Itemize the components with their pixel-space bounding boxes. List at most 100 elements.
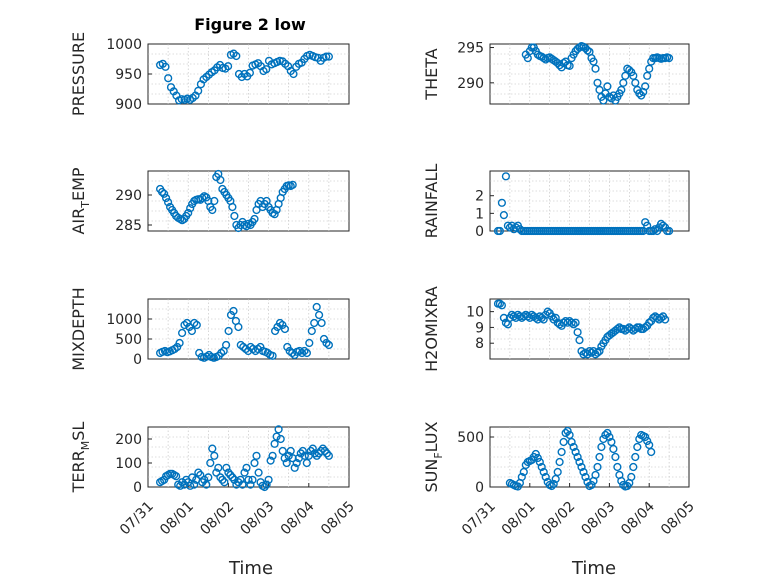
data-point xyxy=(324,451,334,460)
data-point xyxy=(195,348,204,358)
data-point xyxy=(300,451,309,460)
data-point xyxy=(645,440,654,450)
x-tick-label: 08/03 xyxy=(578,499,618,539)
y-axis-label-sub: T xyxy=(79,201,92,209)
data-point xyxy=(322,338,331,348)
subplot-4: 0 12 RAINFALL xyxy=(422,164,690,240)
data-point xyxy=(499,313,509,323)
data-point xyxy=(178,478,187,487)
data-point xyxy=(605,92,614,102)
data-point xyxy=(234,478,243,487)
data-point xyxy=(202,480,211,489)
data-point xyxy=(173,342,182,352)
data-point xyxy=(260,482,269,492)
data-point xyxy=(505,223,515,232)
data-point xyxy=(234,322,243,332)
data-point xyxy=(495,299,505,308)
data-point xyxy=(593,348,602,357)
data-point xyxy=(575,336,584,345)
data-point xyxy=(517,472,526,482)
data-point xyxy=(511,223,521,232)
data-point xyxy=(290,463,299,472)
y-tick-label: 0 xyxy=(475,480,484,496)
data-point xyxy=(641,82,650,91)
data-point xyxy=(551,474,560,484)
data-point xyxy=(297,348,307,358)
x-tick-label: 08/05 xyxy=(318,499,358,539)
data-point xyxy=(503,221,513,230)
data-point xyxy=(605,432,614,442)
y-axis-label: THETA xyxy=(422,48,441,100)
data-point xyxy=(280,454,289,463)
y-tick-label: 500 xyxy=(115,332,142,348)
series-markers xyxy=(521,41,674,105)
data-point xyxy=(660,315,670,324)
data-point xyxy=(246,480,255,489)
data-point xyxy=(230,211,239,221)
data-point xyxy=(226,470,235,480)
data-point xyxy=(559,437,568,447)
data-point xyxy=(533,453,542,463)
data-point xyxy=(228,202,237,212)
x-tick-label: 08/05 xyxy=(658,499,698,539)
subplot-5: 0 500 1000 MIXDEPTH xyxy=(69,287,350,371)
data-point xyxy=(226,310,236,320)
x-tick-label: 08/01 xyxy=(157,499,197,539)
data-point xyxy=(250,458,259,468)
data-point xyxy=(571,318,580,327)
data-point xyxy=(218,475,227,484)
data-point xyxy=(553,467,562,477)
y-axis-label-main: H2OMIXRA xyxy=(422,286,441,372)
data-point xyxy=(164,198,173,207)
data-point xyxy=(611,452,620,462)
data-point xyxy=(571,447,580,457)
y-tick-label: 1000 xyxy=(106,37,142,53)
data-point xyxy=(567,437,576,447)
data-point xyxy=(175,338,184,348)
data-point xyxy=(216,473,225,482)
data-point xyxy=(599,96,608,105)
subplot-1: 900 950 1000 PRESSURE xyxy=(69,32,350,116)
grid xyxy=(148,44,349,104)
data-point xyxy=(551,313,560,323)
data-point xyxy=(635,89,644,98)
y-axis-label-main: SUN xyxy=(422,459,441,493)
series-markers xyxy=(156,425,334,492)
data-point xyxy=(322,449,332,458)
data-point xyxy=(246,342,255,352)
subplot-2: 290 295 THETA xyxy=(422,41,690,105)
data-point xyxy=(579,350,588,359)
data-point xyxy=(531,449,540,459)
data-point xyxy=(581,472,590,482)
data-point xyxy=(593,462,602,472)
data-point xyxy=(579,467,588,477)
series-markers xyxy=(505,426,656,491)
data-point xyxy=(306,446,315,456)
data-point xyxy=(577,462,586,472)
data-point xyxy=(645,318,654,327)
data-point xyxy=(266,456,275,465)
data-point xyxy=(320,446,330,456)
grid xyxy=(490,299,689,359)
data-point xyxy=(288,348,297,358)
y-axis-label-tail: EMP xyxy=(69,167,88,201)
data-point xyxy=(162,193,171,203)
data-point xyxy=(284,451,293,460)
data-point xyxy=(286,446,295,456)
grid xyxy=(490,171,689,231)
data-point xyxy=(315,310,324,320)
data-point xyxy=(645,64,654,73)
data-point xyxy=(567,318,576,327)
data-point xyxy=(185,322,194,332)
data-point xyxy=(224,326,233,336)
data-point xyxy=(270,439,279,448)
x-tick-label: 08/04 xyxy=(278,498,318,538)
data-point xyxy=(245,68,255,77)
data-point xyxy=(609,444,618,454)
y-tick-label: 295 xyxy=(457,41,484,57)
data-point xyxy=(617,85,626,95)
data-point xyxy=(613,462,622,472)
data-point xyxy=(190,480,199,489)
data-point xyxy=(262,480,271,489)
series-markers xyxy=(493,299,670,359)
